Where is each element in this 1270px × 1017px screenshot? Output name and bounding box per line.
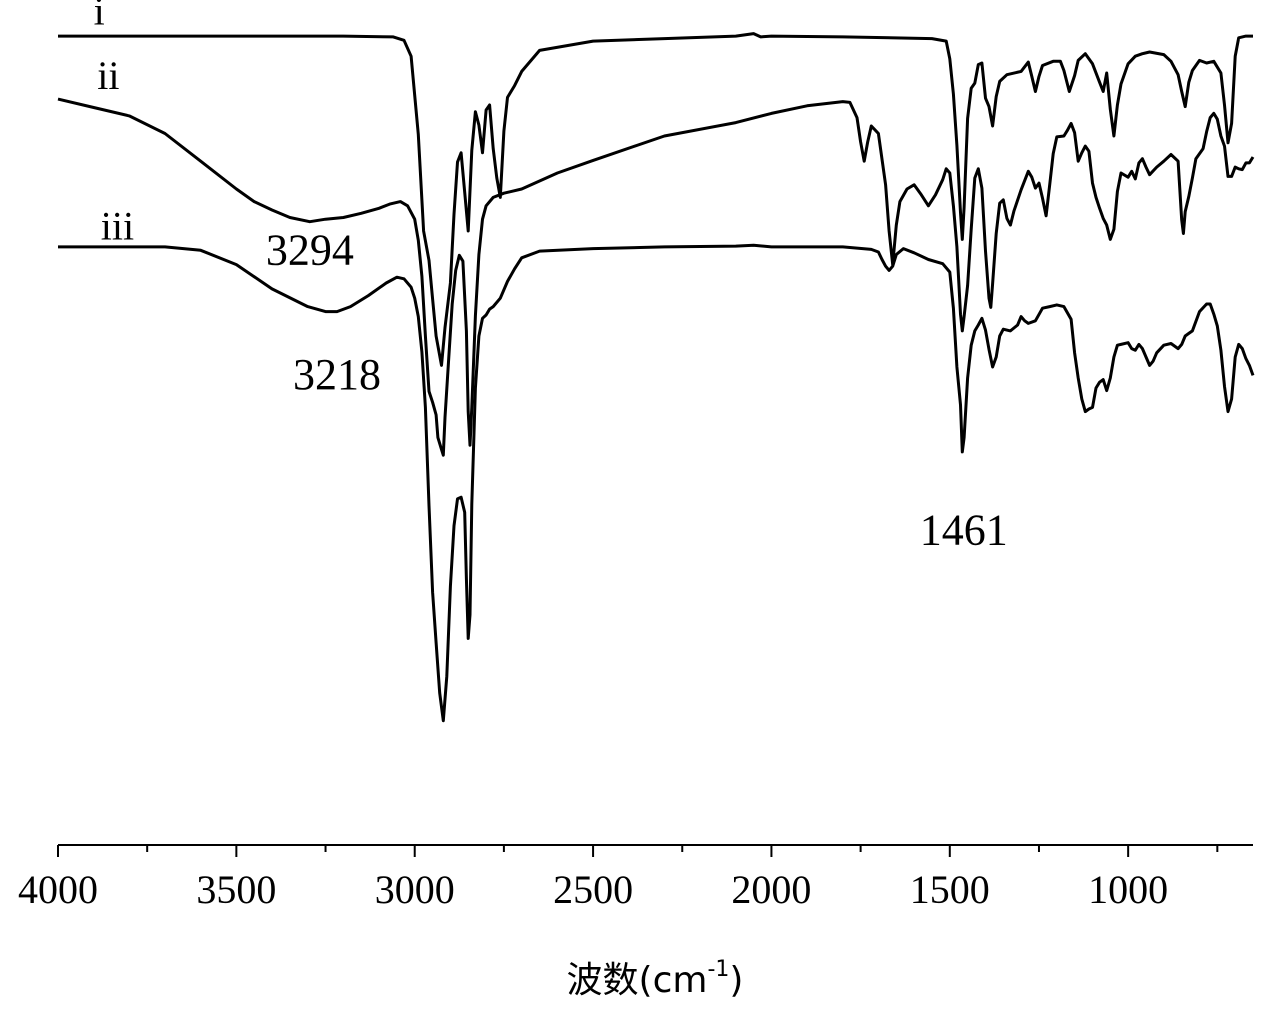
peak-annotation: 3218	[293, 350, 381, 399]
x-axis-label-main: 波数(cm	[567, 960, 708, 1001]
series-label-ii: ii	[97, 53, 119, 98]
x-tick-label: 4000	[18, 867, 98, 912]
x-axis-label: 波数(cm-1)	[567, 957, 744, 1001]
series-label-iii: iii	[101, 203, 134, 248]
peak-annotation: 3294	[266, 226, 354, 275]
series-line-iii	[58, 243, 1255, 723]
series-line-ii	[57, 97, 1255, 457]
x-axis-label-close: )	[729, 960, 743, 1001]
peak-annotation: 1461	[920, 505, 1008, 554]
plot-lines	[57, 32, 1255, 723]
x-tick-label: 1000	[1088, 867, 1168, 912]
x-tick-label: 1500	[910, 867, 990, 912]
x-tick-label: 2500	[553, 867, 633, 912]
x-tick-label: 2000	[731, 867, 811, 912]
x-axis-label-superscript: -1	[707, 957, 729, 982]
series-line-i	[58, 32, 1253, 367]
x-axis-ticks: 4000 3500 3000 2500 2000 1500 1000	[18, 845, 1219, 912]
peak-annotations: 3294 3218 1461	[266, 226, 1008, 555]
series-label-i: i	[94, 0, 105, 33]
x-tick-label: 3000	[375, 867, 455, 912]
x-tick-label: 3500	[196, 867, 276, 912]
